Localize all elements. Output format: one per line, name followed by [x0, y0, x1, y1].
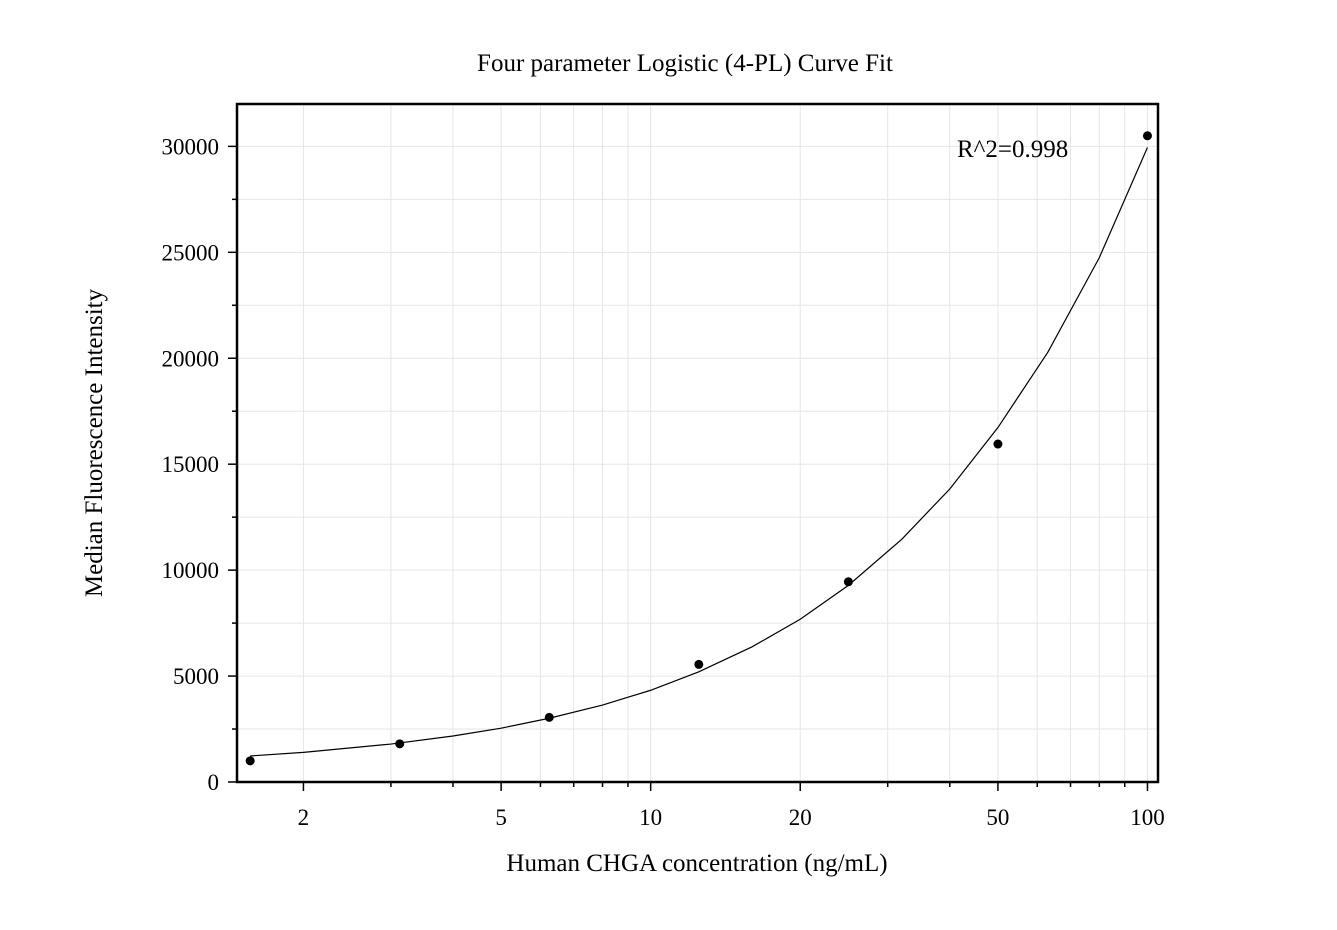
y-axis-ticks: 0 5000 10000 15000 20000 25000 30000 [162, 134, 237, 795]
plot-frame [235, 102, 1160, 784]
data-points [245, 131, 1152, 766]
y-tick-label: 15000 [162, 452, 220, 477]
data-point [843, 577, 853, 587]
chart-title: Four parameter Logistic (4-PL) Curve Fit [477, 50, 893, 77]
y-tick-label: 30000 [162, 134, 220, 159]
x-tick-label: 100 [1130, 805, 1165, 830]
fit-curve [250, 147, 1149, 757]
y-tick-label: 20000 [162, 346, 220, 371]
y-tick-label: 25000 [162, 240, 220, 265]
x-tick-label: 20 [789, 805, 812, 830]
data-point [395, 739, 405, 749]
x-axis-ticks: 2 5 10 20 50 100 [298, 782, 1165, 830]
x-tick-label: 2 [298, 805, 310, 830]
y-axis-label: Median Fluorescence Intensity [81, 288, 108, 597]
grid-lines [237, 104, 1158, 783]
x-tick-label: 50 [986, 805, 1009, 830]
r-squared-annotation: R^2=0.998 [957, 136, 1068, 163]
y-tick-label: 5000 [173, 664, 219, 689]
data-point [245, 756, 255, 766]
x-tick-label: 10 [639, 805, 662, 830]
y-tick-label: 0 [208, 770, 220, 795]
data-point [993, 439, 1003, 449]
fit-curve-layer [250, 147, 1149, 757]
data-point [544, 712, 554, 722]
x-axis-label: Human CHGA concentration (ng/mL) [506, 850, 887, 877]
y-tick-label: 10000 [162, 558, 220, 583]
x-tick-label: 5 [495, 805, 507, 830]
data-point [1142, 131, 1152, 141]
data-point [694, 659, 704, 669]
